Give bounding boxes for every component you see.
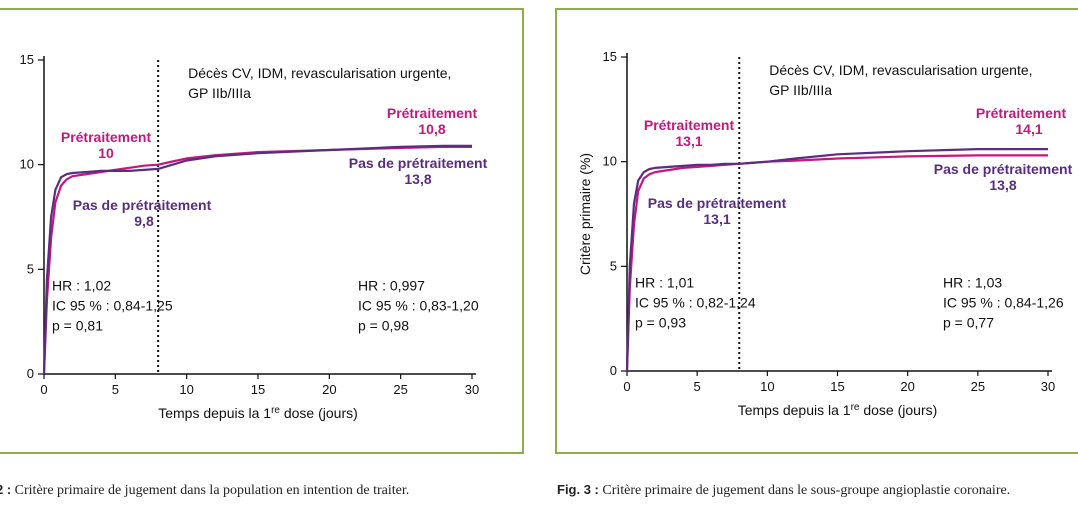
x-tick-label: 10 — [179, 382, 193, 397]
stats-left: HR : 1,02 — [52, 277, 111, 293]
chart-panel-left: 0 5 10 15 0 5 10 15 20 25 30 Temps depuis la 1re do… — [0, 8, 524, 454]
x-tick-label: 0 — [40, 382, 47, 397]
chart-right: 0 5 10 15 0 5 10 15 20 25 30 Temps depuis la 1re do… — [577, 49, 1073, 418]
figure-caption-right: Fig. 3 : Critère primaire de jugement da… — [557, 482, 1010, 499]
label-pas-de-pretraitement-left-value: 13,1 — [703, 211, 730, 227]
chart-left: 0 5 10 15 0 5 10 15 20 25 30 Temps depuis la 1re do… — [20, 52, 488, 421]
label-pretraitement-left-value: 10 — [98, 145, 114, 161]
series-line-pas-de-pretraitement — [625, 148, 1048, 372]
y-tick-label: 10 — [603, 154, 617, 169]
label-pretraitement-right-value: 14,1 — [1015, 121, 1042, 137]
label-pas-de-pretraitement-right: Pas de prétraitement — [349, 155, 488, 171]
stats-right: p = 0,77 — [943, 314, 994, 330]
y-tick-label: 15 — [20, 52, 34, 67]
label-pas-de-pretraitement-right-value: 13,8 — [989, 177, 1016, 193]
stats-left: IC 95 % : 0,84-1,25 — [52, 297, 173, 313]
label-pretraitement-left: Prétraitement — [644, 117, 735, 133]
x-tick-label: 5 — [694, 379, 701, 394]
figure-number: 2 : — [0, 482, 12, 497]
x-tick-label: 5 — [112, 382, 119, 397]
figure-caption-left: 2 : Critère primaire de jugement dans la… — [0, 482, 409, 499]
stats-right: HR : 1,03 — [943, 274, 1002, 290]
label-pas-de-pretraitement-left: Pas de prétraitement — [648, 195, 787, 211]
y-tick-label: 5 — [610, 258, 617, 273]
annotation-text: Décès CV, IDM, revascularisation urgente… — [769, 62, 1032, 78]
label-pretraitement-left: Prétraitement — [61, 129, 152, 145]
y-tick-label: 10 — [20, 157, 34, 172]
y-tick-label: 5 — [27, 261, 34, 276]
x-tick-label: 0 — [623, 379, 630, 394]
y-tick-label: 0 — [610, 363, 617, 378]
caption-text: Critère primaire de jugement dans la pop… — [11, 483, 410, 498]
stats-right: HR : 0,997 — [358, 277, 425, 293]
stats-left: HR : 1,01 — [635, 274, 694, 290]
stats-right: IC 95 % : 0,83-1,20 — [358, 297, 479, 313]
y-tick-label: 0 — [27, 366, 34, 381]
label-pas-de-pretraitement-right: Pas de prétraitement — [934, 161, 1073, 177]
y-tick-label: 15 — [603, 49, 617, 64]
x-tick-label: 25 — [393, 382, 407, 397]
label-pas-de-pretraitement-left-value: 9,8 — [134, 213, 154, 229]
stats-left: IC 95 % : 0,82-1,24 — [635, 294, 756, 310]
chart-panel-right: 0 5 10 15 0 5 10 15 20 25 30 Temps depuis la 1re do… — [555, 8, 1078, 454]
annotation-text: Décès CV, IDM, revascularisation urgente… — [188, 65, 451, 81]
y-axis-label: Critère primaire (%) — [577, 153, 593, 275]
series-line-pas-de-pretraitement — [42, 144, 472, 375]
x-tick-label: 15 — [830, 379, 844, 394]
x-tick-label: 25 — [971, 379, 985, 394]
x-tick-label: 10 — [760, 379, 774, 394]
x-axis-label: Temps depuis la 1re dose (jours) — [158, 405, 358, 421]
label-pas-de-pretraitement-right-value: 13,8 — [404, 171, 431, 187]
label-pretraitement-right: Prétraitement — [976, 105, 1067, 121]
label-pretraitement-left-value: 13,1 — [675, 133, 702, 149]
label-pretraitement-right-value: 10,8 — [418, 121, 445, 137]
label-pas-de-pretraitement-left: Pas de prétraitement — [73, 197, 212, 213]
x-tick-label: 30 — [465, 382, 479, 397]
stats-right: IC 95 % : 0,84-1,26 — [943, 294, 1064, 310]
x-tick-label: 20 — [322, 382, 336, 397]
stats-right: p = 0,98 — [358, 317, 409, 333]
caption-text: Critère primaire de jugement dans le sou… — [598, 483, 1011, 498]
x-tick-label: 20 — [900, 379, 914, 394]
stats-left: p = 0,93 — [635, 314, 686, 330]
label-pretraitement-right: Prétraitement — [387, 105, 478, 121]
x-axis-label: Temps depuis la 1re dose (jours) — [738, 402, 938, 418]
annotation-text: GP IIb/IIIa — [188, 85, 251, 101]
stats-left: p = 0,81 — [52, 317, 103, 333]
x-tick-label: 30 — [1041, 379, 1055, 394]
x-tick-label: 15 — [251, 382, 265, 397]
figure-number: Fig. 3 : — [557, 482, 599, 497]
series-line-pretraitement — [625, 154, 1048, 372]
annotation-text: GP IIb/IIIa — [769, 82, 832, 98]
